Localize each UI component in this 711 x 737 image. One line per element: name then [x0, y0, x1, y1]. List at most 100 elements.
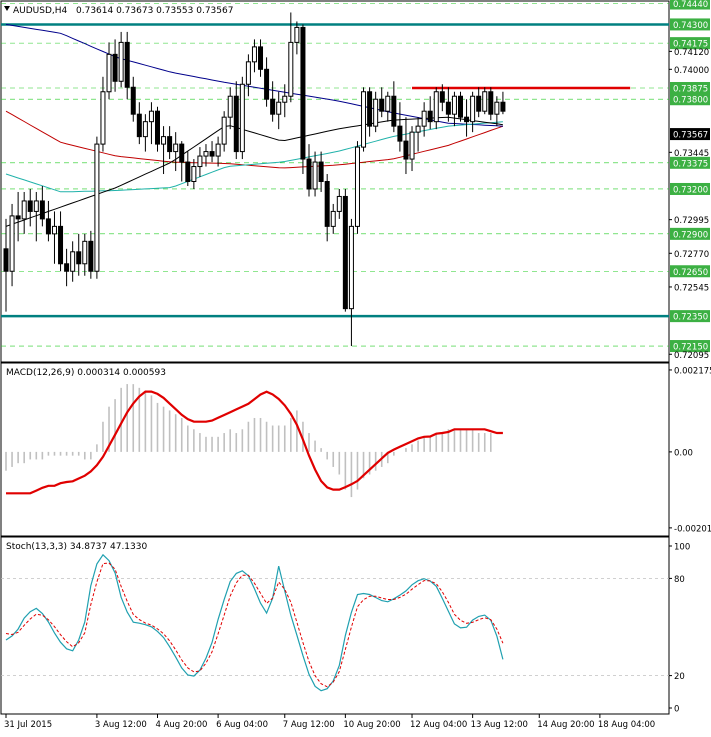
candle-bullish: [482, 91, 488, 112]
time-tick-label: 10 Aug 20:00: [343, 720, 400, 730]
stoch-label: Stoch(13,3,3) 34.8737 47.1330: [6, 542, 147, 552]
price-grid: [1, 3, 669, 347]
candle-bullish: [82, 240, 88, 265]
price-tick-label: 0.72770: [674, 250, 709, 260]
candle-bullish: [239, 83, 245, 153]
candle-bullish: [373, 98, 379, 127]
price-level-label: 0.72900: [673, 230, 708, 240]
macd-indicator: [5, 384, 503, 498]
price-tick-label: 0.73445: [674, 149, 709, 159]
candle-bearish: [130, 86, 136, 115]
candle-bullish: [354, 146, 360, 227]
price-level-box: [670, 265, 710, 278]
candle-bullish: [251, 46, 257, 63]
candle-bearish: [124, 41, 130, 88]
time-tick-label: 31 Jul 2015: [4, 720, 52, 730]
price-tick-label: 0.72095: [674, 351, 709, 361]
candle-bearish: [324, 181, 330, 227]
price-level-box: [670, 156, 710, 169]
candle-bullish: [33, 200, 39, 212]
price-level-box: [670, 37, 710, 50]
candle-bearish: [439, 91, 445, 103]
stoch-tick-label: 20: [674, 672, 685, 682]
candle-bearish: [76, 251, 82, 265]
price-level-label: 0.72350: [673, 313, 708, 323]
price-level-box: [670, 310, 710, 323]
candle-bullish: [21, 200, 27, 220]
candle-bullish: [288, 41, 294, 97]
price-level-box: [670, 227, 710, 240]
symbol-arrow-icon: [4, 6, 10, 11]
candle-bearish: [167, 136, 173, 153]
price-level-label: 0.72150: [673, 343, 708, 353]
price-level-label: 0.73375: [673, 159, 708, 169]
candle-bullish: [294, 26, 300, 43]
candle-bullish: [330, 210, 336, 227]
price-levels: [1, 23, 669, 318]
candle-bullish: [215, 143, 221, 157]
candle-bearish: [391, 95, 397, 127]
time-axis: 31 Jul 2015 3 Aug 12:00 4 Aug 20:00 6 Aug 0…: [4, 714, 655, 730]
price-level-label: 0.74300: [673, 21, 708, 31]
candle-bearish: [488, 91, 494, 115]
candle-bearish: [258, 46, 264, 70]
stoch-tick-label: 80: [674, 575, 685, 585]
candle-bearish: [427, 110, 433, 123]
candle-bearish: [15, 215, 21, 220]
macd-tick-label: -0.002017: [674, 524, 711, 534]
candle-bullish: [227, 95, 233, 118]
stochastic-indicator: [1, 553, 669, 692]
candle-bullish: [409, 131, 415, 160]
macd-tick-label: 0.00: [674, 448, 693, 458]
candle-bearish: [39, 200, 45, 220]
candle-bearish: [445, 101, 451, 115]
candle-bullish: [142, 121, 148, 138]
price-level-box: [670, 340, 710, 353]
price-level-box: [670, 93, 710, 106]
candle-bullish: [361, 91, 367, 148]
time-tick-label: 7 Aug 12:00: [283, 720, 335, 730]
candle-bearish: [233, 95, 239, 153]
moving-average-blue: [5, 23, 503, 127]
macd-axis: 0.002175 0.00 -0.002017: [669, 366, 711, 534]
candle-bearish: [136, 113, 142, 138]
stoch-axis: 100 80 20 0: [669, 543, 690, 715]
candle-bearish: [403, 140, 409, 160]
macd-panel-frame: [0, 362, 670, 537]
candle-bullish: [276, 101, 282, 115]
candle-bearish: [185, 161, 191, 183]
price-level-label: 0.73800: [673, 96, 708, 106]
candle-bearish: [300, 26, 306, 160]
macd-tick-label: 0.002175: [674, 366, 711, 376]
candle-bearish: [264, 68, 270, 100]
candle-bearish: [88, 240, 94, 272]
ohlc-label: 0.73614 0.73673 0.73553 0.73567: [76, 6, 233, 16]
stoch-main-line: [5, 553, 504, 692]
current-price-label: 0.73567: [673, 131, 708, 141]
price-tick-label: 0.74000: [674, 66, 709, 76]
macd-signal-line: [6, 390, 503, 495]
stoch-signal-line: [5, 562, 504, 688]
symbol-label: AUDUSD,H4: [13, 6, 68, 16]
candle-bearish: [45, 218, 51, 235]
candle-bullish: [470, 95, 476, 123]
candle-bullish: [70, 251, 76, 272]
candle-bearish: [500, 101, 506, 112]
candle-bullish: [100, 91, 106, 145]
price-level-label: 0.74175: [673, 40, 708, 50]
price-level-label: 0.73200: [673, 185, 708, 195]
price-tick-label: 0.72545: [674, 283, 709, 293]
price-level-box: [670, 182, 710, 195]
candle-bullish: [385, 95, 391, 112]
price-level-box: [670, 82, 710, 95]
candle-bearish: [58, 225, 64, 265]
candle-bullish: [221, 116, 227, 145]
candle-bullish: [173, 143, 179, 153]
candle-bullish: [348, 225, 354, 310]
candle-bullish: [312, 161, 318, 190]
price-level-label: 0.73875: [673, 85, 708, 95]
candle-bearish: [3, 248, 9, 272]
candle-bullish: [203, 151, 209, 157]
candle-bearish: [179, 143, 185, 163]
